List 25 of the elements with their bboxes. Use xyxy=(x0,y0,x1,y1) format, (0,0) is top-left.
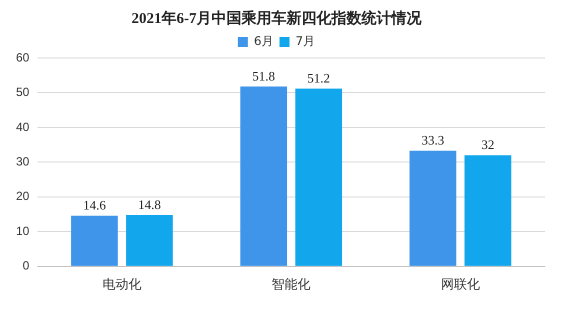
data-label: 51.2 xyxy=(307,70,330,86)
y-tick-label: 20 xyxy=(16,189,30,204)
data-label: 32 xyxy=(481,137,494,152)
y-tick-label: 30 xyxy=(16,154,30,169)
bar xyxy=(240,86,288,266)
legend-label: 6月 xyxy=(254,34,274,48)
y-tick-label: 10 xyxy=(16,224,30,238)
data-label: 51.8 xyxy=(252,68,276,84)
y-tick-label: 0 xyxy=(22,258,30,273)
data-label: 33.3 xyxy=(422,132,444,148)
x-tick-label: 网联化 xyxy=(440,278,480,293)
x-tick-label: 智能化 xyxy=(272,278,311,293)
bar xyxy=(71,216,118,266)
y-tick-label: 50 xyxy=(16,85,30,100)
bar xyxy=(126,214,173,266)
data-label: 14.8 xyxy=(138,196,161,212)
y-tick-label: 60 xyxy=(16,50,30,64)
bar xyxy=(464,155,512,266)
chart-title: 2021年6-7月中国乘用车新四化指数统计情况 xyxy=(132,8,422,27)
y-tick-label: 40 xyxy=(16,120,30,134)
legend-label: 7月 xyxy=(296,34,316,48)
data-label: 14.6 xyxy=(83,198,106,213)
x-tick-label: 电动化 xyxy=(102,278,142,293)
bar xyxy=(410,150,456,266)
bar xyxy=(295,88,342,266)
